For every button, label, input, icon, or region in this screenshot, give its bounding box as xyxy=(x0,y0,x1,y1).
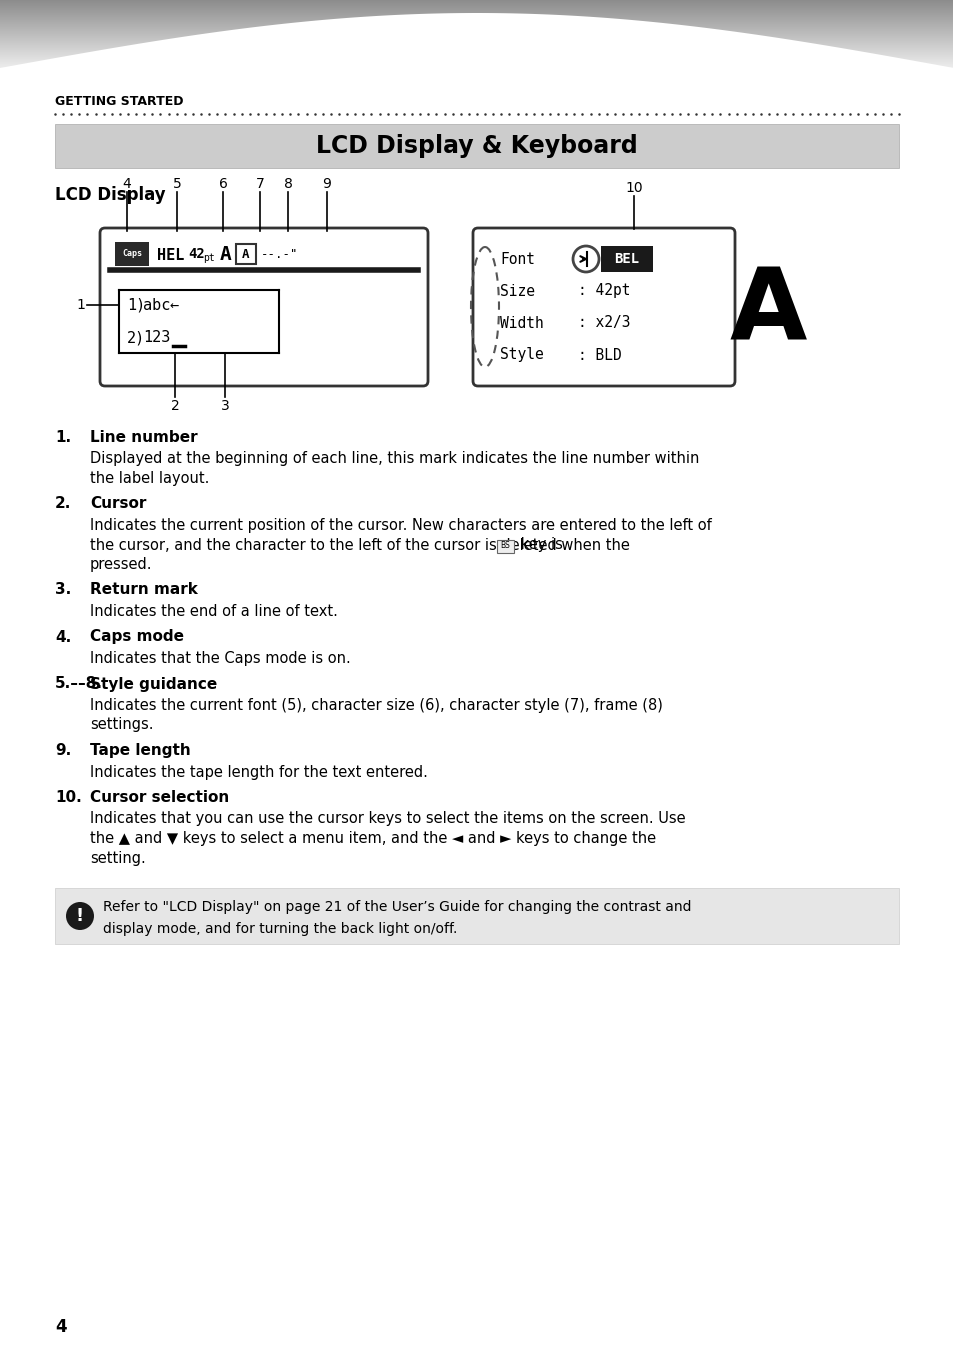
Text: A: A xyxy=(728,263,806,361)
Text: pressed.: pressed. xyxy=(90,556,152,573)
Text: 10: 10 xyxy=(624,180,642,195)
Text: HEL: HEL xyxy=(157,247,184,262)
Text: setting.: setting. xyxy=(90,851,146,866)
Text: GETTING STARTED: GETTING STARTED xyxy=(55,95,183,109)
Text: Style guidance: Style guidance xyxy=(90,677,217,692)
Text: ←: ← xyxy=(170,297,179,312)
Text: LCD Display: LCD Display xyxy=(55,186,166,204)
Text: 3.: 3. xyxy=(55,582,71,597)
Text: 2.: 2. xyxy=(55,497,71,512)
Text: 9: 9 xyxy=(322,176,331,191)
Text: Style: Style xyxy=(499,347,543,362)
Text: 3: 3 xyxy=(220,399,229,413)
FancyBboxPatch shape xyxy=(100,228,428,385)
Text: --.-": --.-" xyxy=(261,247,298,261)
Text: Font: Font xyxy=(499,251,535,266)
Text: Refer to "LCD Display" on page 21 of the User’s Guide for changing the contrast : Refer to "LCD Display" on page 21 of the… xyxy=(103,900,691,915)
Text: A: A xyxy=(220,244,232,263)
Text: BS: BS xyxy=(499,541,510,551)
Circle shape xyxy=(66,902,94,930)
Text: Indicates the end of a line of text.: Indicates the end of a line of text. xyxy=(90,604,337,619)
Polygon shape xyxy=(0,14,953,1357)
Text: 2): 2) xyxy=(127,331,145,346)
Text: Cursor: Cursor xyxy=(90,497,146,512)
Bar xyxy=(115,242,149,266)
Text: 9.: 9. xyxy=(55,744,71,759)
Text: Indicates the current position of the cursor. New characters are entered to the : Indicates the current position of the cu… xyxy=(90,518,711,533)
Text: 1): 1) xyxy=(127,297,145,312)
Text: Size: Size xyxy=(499,284,535,299)
Text: BEL: BEL xyxy=(614,252,639,266)
Text: : BLD: : BLD xyxy=(578,347,621,362)
Text: 1.: 1. xyxy=(55,430,71,445)
Text: LCD Display & Keyboard: LCD Display & Keyboard xyxy=(315,134,638,157)
Bar xyxy=(0,0,953,75)
Text: 5: 5 xyxy=(172,176,181,191)
Text: 8: 8 xyxy=(283,176,293,191)
Bar xyxy=(600,246,652,271)
Text: Caps mode: Caps mode xyxy=(90,630,184,645)
Text: pt: pt xyxy=(203,252,214,263)
Text: 4: 4 xyxy=(123,176,132,191)
Text: Return mark: Return mark xyxy=(90,582,197,597)
FancyBboxPatch shape xyxy=(55,123,898,168)
FancyBboxPatch shape xyxy=(55,887,898,944)
Text: Displayed at the beginning of each line, this mark indicates the line number wit: Displayed at the beginning of each line,… xyxy=(90,452,699,467)
Text: A: A xyxy=(242,247,250,261)
Text: Indicates the current font (5), character size (6), character style (7), frame (: Indicates the current font (5), characte… xyxy=(90,697,662,712)
Text: the cursor, and the character to the left of the cursor is deleted when the: the cursor, and the character to the lef… xyxy=(90,537,634,552)
Text: Cursor selection: Cursor selection xyxy=(90,790,229,805)
Text: Indicates the tape length for the text entered.: Indicates the tape length for the text e… xyxy=(90,764,428,779)
Text: abc: abc xyxy=(143,297,171,312)
Text: : x2/3: : x2/3 xyxy=(578,315,630,331)
Text: 123: 123 xyxy=(143,331,171,346)
Text: key is: key is xyxy=(515,537,562,552)
Text: Indicates that the Caps mode is on.: Indicates that the Caps mode is on. xyxy=(90,651,351,666)
Text: Tape length: Tape length xyxy=(90,744,191,759)
Text: 2: 2 xyxy=(171,399,179,413)
Text: settings.: settings. xyxy=(90,718,153,733)
Text: 6: 6 xyxy=(218,176,227,191)
Text: Caps: Caps xyxy=(122,250,142,258)
Text: 7: 7 xyxy=(255,176,264,191)
Text: the ▲ and ▼ keys to select a menu item, and the ◄ and ► keys to change the: the ▲ and ▼ keys to select a menu item, … xyxy=(90,830,656,845)
Text: Indicates that you can use the cursor keys to select the items on the screen. Us: Indicates that you can use the cursor ke… xyxy=(90,811,685,826)
Text: : 42pt: : 42pt xyxy=(578,284,630,299)
Text: 42: 42 xyxy=(188,247,205,261)
Text: 4: 4 xyxy=(55,1318,67,1337)
Text: the label layout.: the label layout. xyxy=(90,471,209,486)
Text: Line number: Line number xyxy=(90,430,197,445)
Bar xyxy=(235,244,255,265)
Bar xyxy=(497,540,513,552)
Text: !: ! xyxy=(76,906,84,925)
Text: display mode, and for turning the back light on/off.: display mode, and for turning the back l… xyxy=(103,921,456,936)
FancyBboxPatch shape xyxy=(473,228,734,385)
Text: 4.: 4. xyxy=(55,630,71,645)
Text: 1: 1 xyxy=(76,299,85,312)
Text: 5.––8.: 5.––8. xyxy=(55,677,103,692)
Text: 10.: 10. xyxy=(55,790,82,805)
Text: Width: Width xyxy=(499,315,543,331)
